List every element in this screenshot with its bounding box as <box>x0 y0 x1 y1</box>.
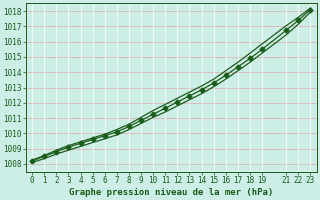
X-axis label: Graphe pression niveau de la mer (hPa): Graphe pression niveau de la mer (hPa) <box>69 188 274 197</box>
